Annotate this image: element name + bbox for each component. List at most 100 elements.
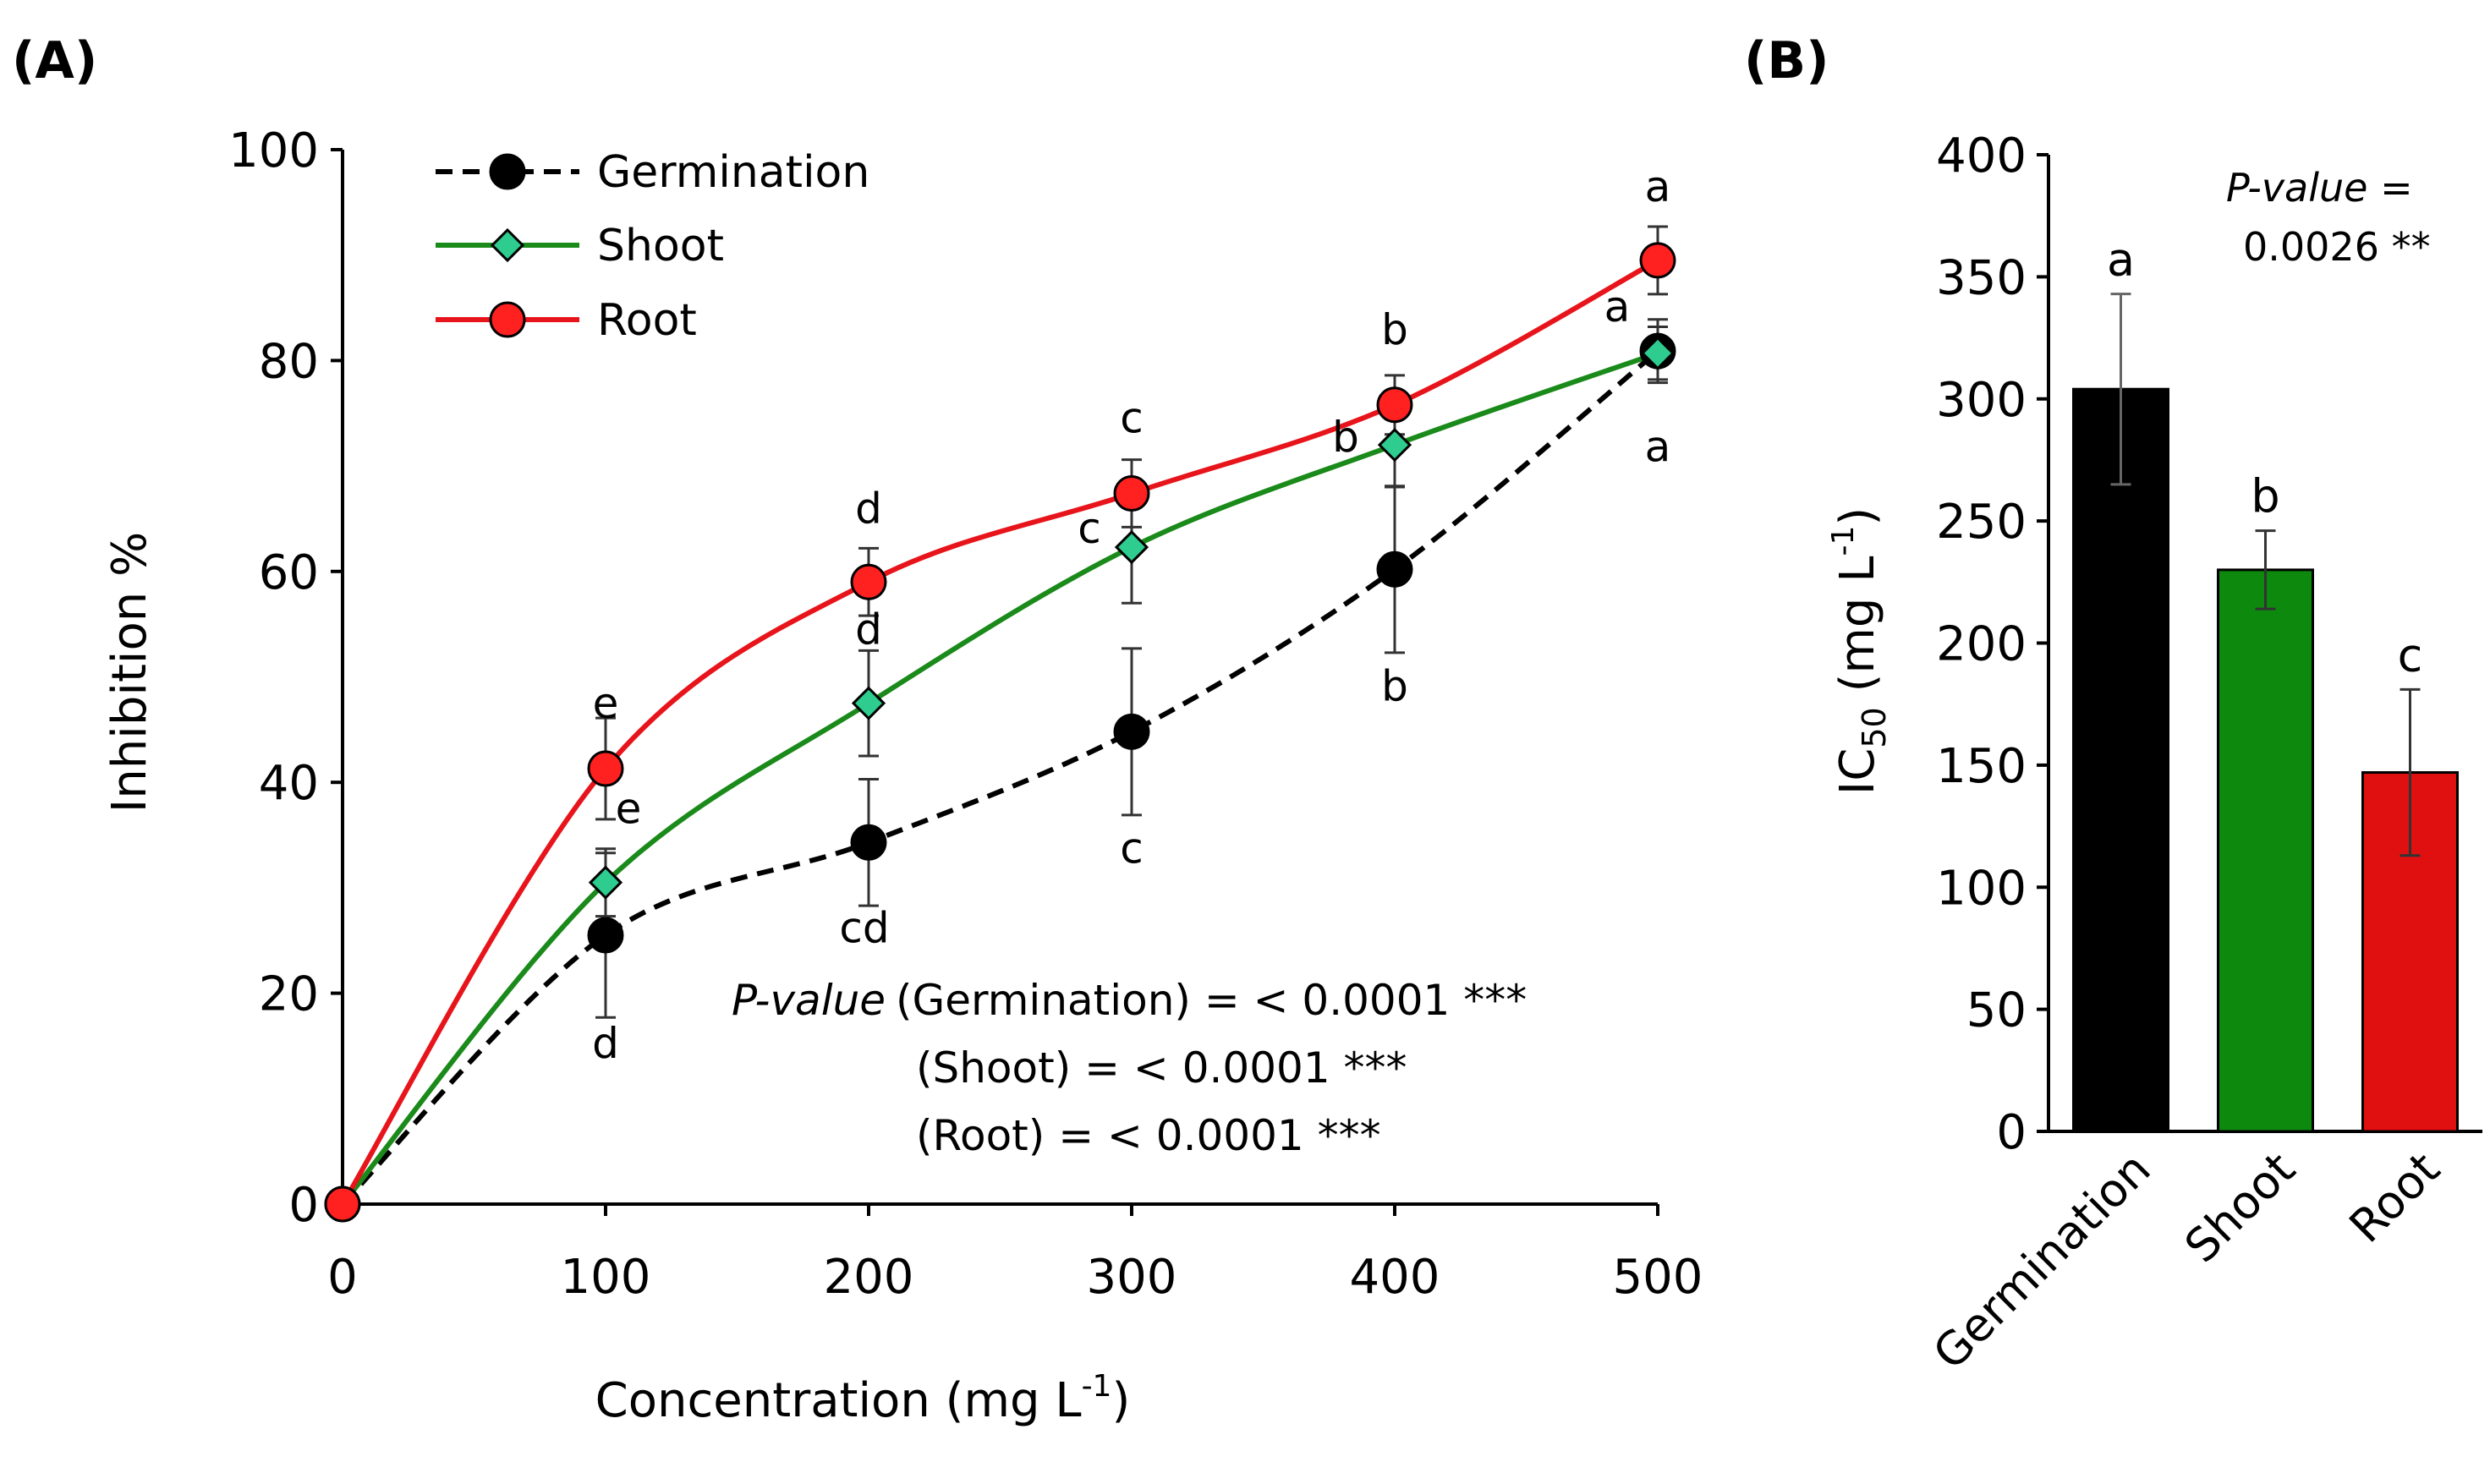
significance-letter-root: c [1120, 394, 1144, 443]
p-value-germination: (Germination) = < 0.0001 *** [896, 976, 1527, 1025]
x-tick-label: 100 [561, 1250, 651, 1305]
x-tick-label: 400 [1350, 1250, 1440, 1305]
legend-shoot-label: Shoot [597, 221, 724, 271]
data-point-germination [850, 824, 887, 861]
x-axis-label-main: Concentration (mg L [595, 1373, 1082, 1428]
data-point-shoot [1377, 428, 1412, 463]
data-point-germination [587, 917, 624, 954]
bar-y-tick-label: 100 [1936, 861, 2027, 916]
significance-letter-root: e [593, 679, 619, 728]
data-point-root [850, 563, 887, 600]
data-point-root [1376, 386, 1413, 424]
p-value-b-equals: = [2367, 165, 2412, 211]
line-chart-significance-letters: d cd c b a e d c b a e d c b a [592, 162, 1670, 1068]
p-value-annotation-b: P-value = 0.0026 ** [2226, 165, 2431, 270]
significance-letter-shoot: b [1332, 413, 1359, 462]
x-axis-label: Concentration (mg L-1) [595, 1369, 1131, 1428]
bar-significance-letter: b [2251, 470, 2279, 523]
bar-chart-tick-labels: 0 50 100 150 200 250 300 350 400 [1936, 129, 2027, 1160]
data-point-shoot [588, 865, 623, 900]
bar-y-tick-label: 50 [1966, 983, 2027, 1038]
x-axis-label-superscript: -1 [1082, 1369, 1112, 1404]
data-point-shoot [1640, 336, 1676, 370]
y-tick-label: 100 [228, 123, 319, 178]
bar-y-tick-label: 250 [1936, 495, 2027, 550]
series-line-shoot [340, 350, 1659, 1206]
x-tick-label: 0 [327, 1250, 358, 1305]
legend-root-marker [489, 301, 526, 338]
p-value-b-value: 0.0026 ** [2243, 224, 2431, 270]
bar-chart-bars: a b c [2072, 233, 2459, 1133]
significance-letter-germination: c [1120, 824, 1144, 873]
series-line-root [340, 258, 1659, 1206]
significance-letter-germination: d [592, 1019, 619, 1068]
line-chart-panel: 0 20 40 60 80 100 0 100 200 300 400 500 d cd c b a e d c b a… [102, 123, 1703, 1428]
significance-letter-germination: b [1381, 661, 1408, 710]
significance-letter-shoot: c [1078, 504, 1101, 553]
y-tick-label: 60 [259, 545, 319, 600]
y-axis-label: Inhibition % [102, 532, 157, 813]
data-point-root [324, 1186, 361, 1223]
p-value-b-italic: P-value [2226, 165, 2367, 211]
ic50-axis-label-main: IC [1830, 748, 1885, 796]
legend-germination-label: Germination [597, 147, 869, 198]
legend-shoot-marker [490, 227, 525, 263]
p-value-italic: P-value [732, 976, 886, 1025]
data-point-root [587, 750, 624, 787]
bar-y-tick-label: 350 [1936, 250, 2027, 305]
ic50-axis-label-rest: (mg L [1830, 556, 1885, 708]
panel-b-label: (B) [1744, 31, 1829, 90]
line-chart-axes [331, 148, 1659, 1216]
p-value-line-2: (Shoot) = < 0.0001 *** [916, 1043, 1407, 1092]
ic50-axis-label: IC50 (mg L-1) [1826, 507, 1893, 796]
significance-letter-root: b [1381, 305, 1408, 354]
data-point-shoot [851, 686, 886, 720]
significance-letter-shoot: e [616, 785, 642, 834]
significance-letter-shoot: d [855, 605, 882, 654]
data-point-shoot [1114, 529, 1149, 565]
ic50-axis-label-subscript: 50 [1856, 707, 1893, 747]
legend-germination-marker [489, 153, 526, 190]
p-value-annotation-a: P-value (Germination) = < 0.0001 *** (Sho… [732, 976, 1527, 1160]
significance-letter-shoot: a [1645, 423, 1671, 472]
bar-y-tick-label: 300 [1936, 373, 2027, 428]
bar-significance-letter: a [2107, 233, 2135, 287]
legend-root-label: Root [597, 295, 697, 346]
bar-chart-panel: 0 50 100 150 200 250 300 350 400 a b c Germination… [1826, 129, 2482, 1380]
line-chart-series [324, 225, 1676, 1223]
series-line-germination [340, 348, 1659, 1207]
x-tick-label: 500 [1613, 1250, 1703, 1305]
bar-chart-category-labels: Germination Shoot Root [1922, 1142, 2449, 1380]
data-point-germination [1113, 713, 1150, 750]
p-value-line-3: (Root) = < 0.0001 *** [916, 1111, 1381, 1160]
bar-category-label: Shoot [2175, 1142, 2306, 1273]
legend: Germination Shoot Root [436, 147, 869, 346]
p-value-line-1: P-value (Germination) = < 0.0001 *** [732, 976, 1527, 1025]
bar-y-tick-label: 150 [1936, 739, 2027, 794]
p-value-b-line-1: P-value = [2226, 165, 2413, 211]
data-point-germination [1376, 550, 1413, 588]
line-chart-tick-labels: 0 20 40 60 80 100 0 100 200 300 400 500 [228, 123, 1703, 1305]
x-axis-label-end: ) [1111, 1373, 1130, 1428]
bar-y-tick-label: 400 [1936, 129, 2027, 183]
bar-germination [2072, 387, 2169, 1133]
bar-y-tick-label: 0 [1996, 1105, 2027, 1160]
panel-a-label: (A) [12, 31, 97, 90]
significance-letter-germination: cd [839, 903, 889, 952]
ic50-axis-label-end: ) [1830, 507, 1885, 526]
bar-category-label: Germination [1922, 1142, 2160, 1380]
y-tick-label: 20 [259, 967, 319, 1022]
bar-significance-letter: c [2398, 628, 2423, 682]
y-tick-label: 40 [259, 756, 319, 811]
y-tick-label: 80 [259, 334, 319, 389]
bar-shoot [2217, 568, 2314, 1133]
x-tick-label: 200 [824, 1250, 914, 1305]
bar-y-tick-label: 200 [1936, 617, 2027, 672]
ic50-axis-label-superscript: -1 [1826, 526, 1861, 556]
significance-letter-germination: a [1604, 282, 1631, 331]
x-tick-label: 300 [1087, 1250, 1177, 1305]
y-tick-label: 0 [288, 1178, 319, 1233]
data-point-root [1113, 475, 1150, 512]
data-point-root [1639, 242, 1676, 279]
